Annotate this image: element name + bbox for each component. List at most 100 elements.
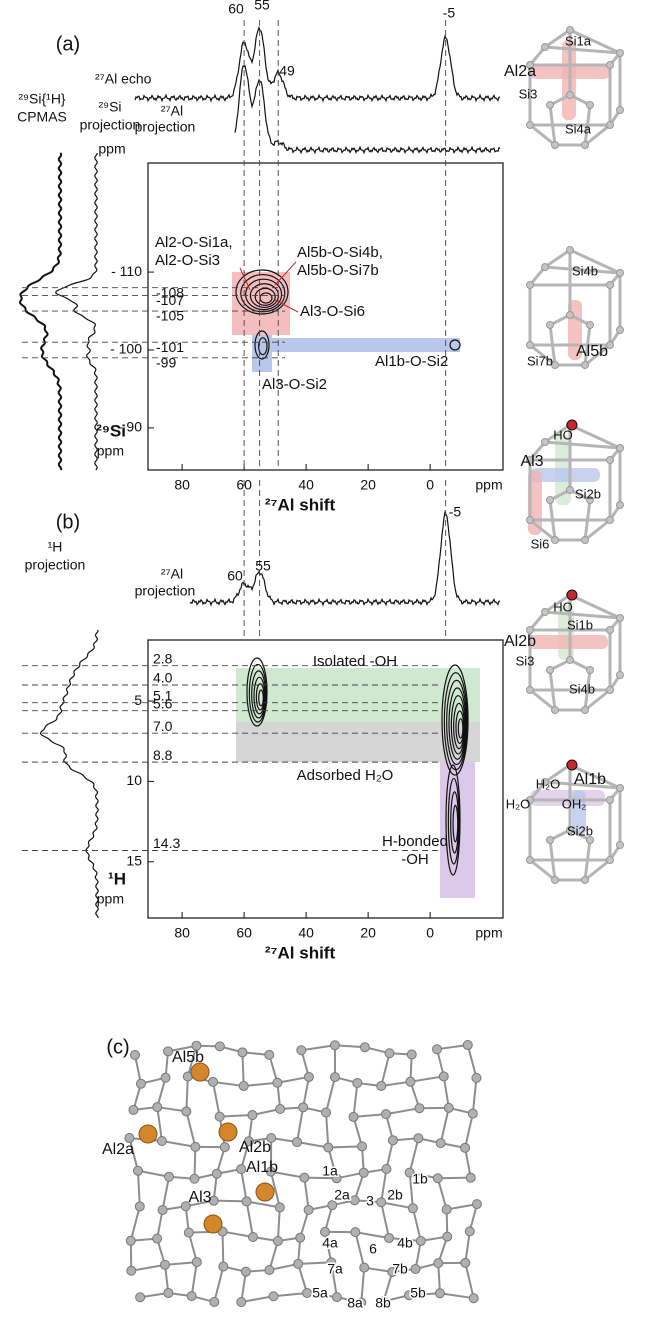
peak-label: -101 xyxy=(156,339,184,355)
atom-label: HO xyxy=(553,427,573,442)
framework-bond xyxy=(381,1053,389,1086)
framework-atom xyxy=(465,1227,474,1236)
cage-atom xyxy=(607,857,614,864)
annotation: Al3-O-Si6 xyxy=(300,303,365,320)
framework-bond xyxy=(328,1146,362,1147)
framework-atom xyxy=(273,1236,282,1245)
cage-atom xyxy=(607,517,614,524)
atom-label: Al5b xyxy=(576,343,608,360)
x-axis-label: ²⁷Al shift xyxy=(265,943,336,962)
framework-bond xyxy=(440,1293,474,1298)
framework-atom xyxy=(304,1205,313,1214)
cage-atom xyxy=(527,282,534,289)
framework-atom xyxy=(300,1173,309,1182)
framework-bond xyxy=(465,1263,473,1298)
cage-atom xyxy=(542,264,549,271)
y-axis-label: ²⁹Si xyxy=(96,421,126,440)
cage-atom xyxy=(617,107,624,114)
cage-atom xyxy=(527,342,534,349)
cage-atom xyxy=(617,672,624,679)
framework-atom xyxy=(382,1110,391,1119)
t-site-label: 4a xyxy=(322,1235,338,1251)
atom-label: Si4b xyxy=(569,681,595,696)
cage-atom xyxy=(587,322,594,329)
framework-atom xyxy=(215,1042,224,1051)
framework-bond xyxy=(213,1082,220,1117)
framework-atom xyxy=(415,1104,424,1113)
framework-atom xyxy=(191,1142,200,1151)
x-tick-label: 60 xyxy=(236,925,252,941)
atom-label: Si1b xyxy=(567,617,593,632)
cage-bond xyxy=(530,125,555,145)
al-atom xyxy=(204,1215,222,1233)
y-tick-label: - 100 xyxy=(110,341,142,357)
framework-bond xyxy=(278,1207,280,1241)
framework-atom xyxy=(358,1142,367,1151)
trace-label: ²⁷Al xyxy=(161,566,183,582)
framework-bond xyxy=(381,1202,389,1238)
al-atom xyxy=(219,1123,237,1141)
cage-atom xyxy=(567,487,574,494)
cage-atom xyxy=(617,50,624,57)
framework-atom xyxy=(385,1234,394,1243)
annotation: Al5b-O-Si4b, xyxy=(297,244,383,261)
cage-atom xyxy=(607,627,614,634)
framework-atom xyxy=(210,1297,219,1306)
cage-atom xyxy=(607,457,614,464)
cage-atom xyxy=(617,785,624,792)
framework-atom xyxy=(304,1072,313,1081)
cage-atom xyxy=(582,537,589,544)
peak-label: 60 xyxy=(227,568,243,584)
framework-bond xyxy=(186,1077,187,1112)
cage-atom xyxy=(582,707,589,714)
trace-label: CPMAS xyxy=(17,109,67,125)
framework-bond xyxy=(441,1108,449,1143)
framework-atom xyxy=(472,1073,481,1082)
peak-label: 49 xyxy=(279,63,295,79)
al-label: Al2a xyxy=(102,1141,134,1158)
framework-bond xyxy=(186,1111,195,1146)
atom-label: Si2b xyxy=(575,486,601,501)
framework-atom xyxy=(442,1205,451,1214)
atom-label: Si7b xyxy=(527,353,553,368)
framework-atom xyxy=(187,1292,196,1301)
cage-atom xyxy=(547,497,554,504)
cage-atom xyxy=(587,667,594,674)
framework-atom xyxy=(469,1294,478,1303)
atom-label: Al3 xyxy=(520,453,543,470)
atom-label: Si4b xyxy=(572,263,598,278)
framework-bond xyxy=(192,1262,197,1296)
framework-atom xyxy=(443,1232,452,1241)
framework-bond xyxy=(468,1045,477,1078)
cage-atom xyxy=(567,247,574,254)
trace-unit: ppm xyxy=(98,141,125,157)
x-tick-label: 20 xyxy=(360,477,376,493)
trace-label: projection xyxy=(135,583,196,599)
atom-label: Al2b xyxy=(504,633,536,650)
framework-atom xyxy=(237,1298,246,1307)
cage-atom xyxy=(552,707,559,714)
framework-bond xyxy=(274,1293,308,1296)
atom-label: H₂O xyxy=(536,776,561,791)
framework-bond xyxy=(386,1108,419,1114)
framework-atom xyxy=(160,1260,169,1269)
cage-atom xyxy=(567,92,574,99)
atom-label: Si4a xyxy=(565,121,592,136)
t-site-label: 2b xyxy=(387,1187,403,1203)
cage-atom xyxy=(527,122,534,129)
x-unit: ppm xyxy=(475,925,502,941)
framework-atom xyxy=(161,1073,170,1082)
framework-atom xyxy=(297,1046,306,1055)
framework-bond xyxy=(326,1113,328,1148)
framework-atom xyxy=(330,1041,339,1050)
cage-atom xyxy=(547,322,554,329)
al-atom xyxy=(139,1125,157,1143)
framework-atom xyxy=(275,1203,284,1212)
trace-label: projection xyxy=(25,557,86,573)
framework-atom xyxy=(439,1072,448,1081)
framework-bond xyxy=(301,1045,335,1050)
framework-atom xyxy=(131,1051,140,1060)
framework-atom xyxy=(269,1292,278,1301)
peak-label: -99 xyxy=(156,355,176,371)
framework-atom xyxy=(192,1258,201,1267)
